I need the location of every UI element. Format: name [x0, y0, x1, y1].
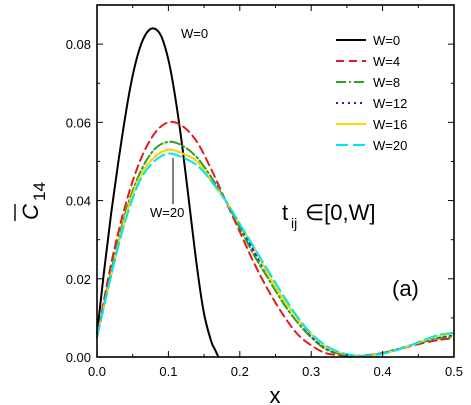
series-line-w-20: [96, 152, 455, 357]
x-axis-title: x: [270, 383, 281, 405]
legend-label: W=16: [373, 117, 407, 132]
legend: W=0 W=4 W=8 W=12 W=16 W=20: [336, 33, 407, 153]
x-axis-ticks: 0.0 0.1 0.2 0.3 0.4 0.5: [88, 5, 463, 379]
y-tick-label: 0.04: [66, 194, 91, 209]
panel-label: (a): [392, 276, 419, 301]
w0-annotation: W=0: [181, 26, 208, 41]
y-axis-title: C 14: [14, 182, 49, 221]
w20-annotation: W=20: [150, 205, 184, 220]
series-line-w-8: [96, 140, 455, 357]
legend-label: W=20: [373, 138, 407, 153]
series-line-w-12: [96, 148, 455, 358]
legend-label: W=8: [373, 75, 400, 90]
svg-text:C: C: [18, 204, 43, 220]
y-axis-ticks: 0.00 0.02 0.04 0.06 0.08: [66, 37, 454, 365]
series-line-w-0: [96, 27, 220, 358]
x-tick-label: 0.4: [374, 364, 392, 379]
y-tick-label: 0.06: [66, 115, 91, 130]
x-tick-label: 0.2: [231, 364, 249, 379]
svg-text:∈[0,W]: ∈[0,W]: [305, 200, 376, 225]
series-line-w-4: [96, 120, 455, 357]
svg-text:14: 14: [30, 182, 49, 201]
range-formula: t ij ∈[0,W]: [282, 200, 376, 231]
x-tick-label: 0.5: [445, 364, 463, 379]
x-tick-label: 0.0: [88, 364, 106, 379]
svg-text:t: t: [282, 200, 288, 225]
legend-label: W=12: [373, 96, 407, 111]
series-line-w-16: [96, 148, 455, 358]
legend-label: W=0: [373, 33, 400, 48]
curves-layer: [96, 27, 455, 358]
y-tick-label: 0.02: [66, 272, 91, 287]
x-tick-label: 0.1: [159, 364, 177, 379]
legend-label: W=4: [373, 54, 400, 69]
y-tick-label: 0.00: [66, 350, 91, 365]
svg-text:ij: ij: [291, 215, 297, 231]
y-tick-label: 0.08: [66, 37, 91, 52]
x-tick-label: 0.3: [302, 364, 320, 379]
